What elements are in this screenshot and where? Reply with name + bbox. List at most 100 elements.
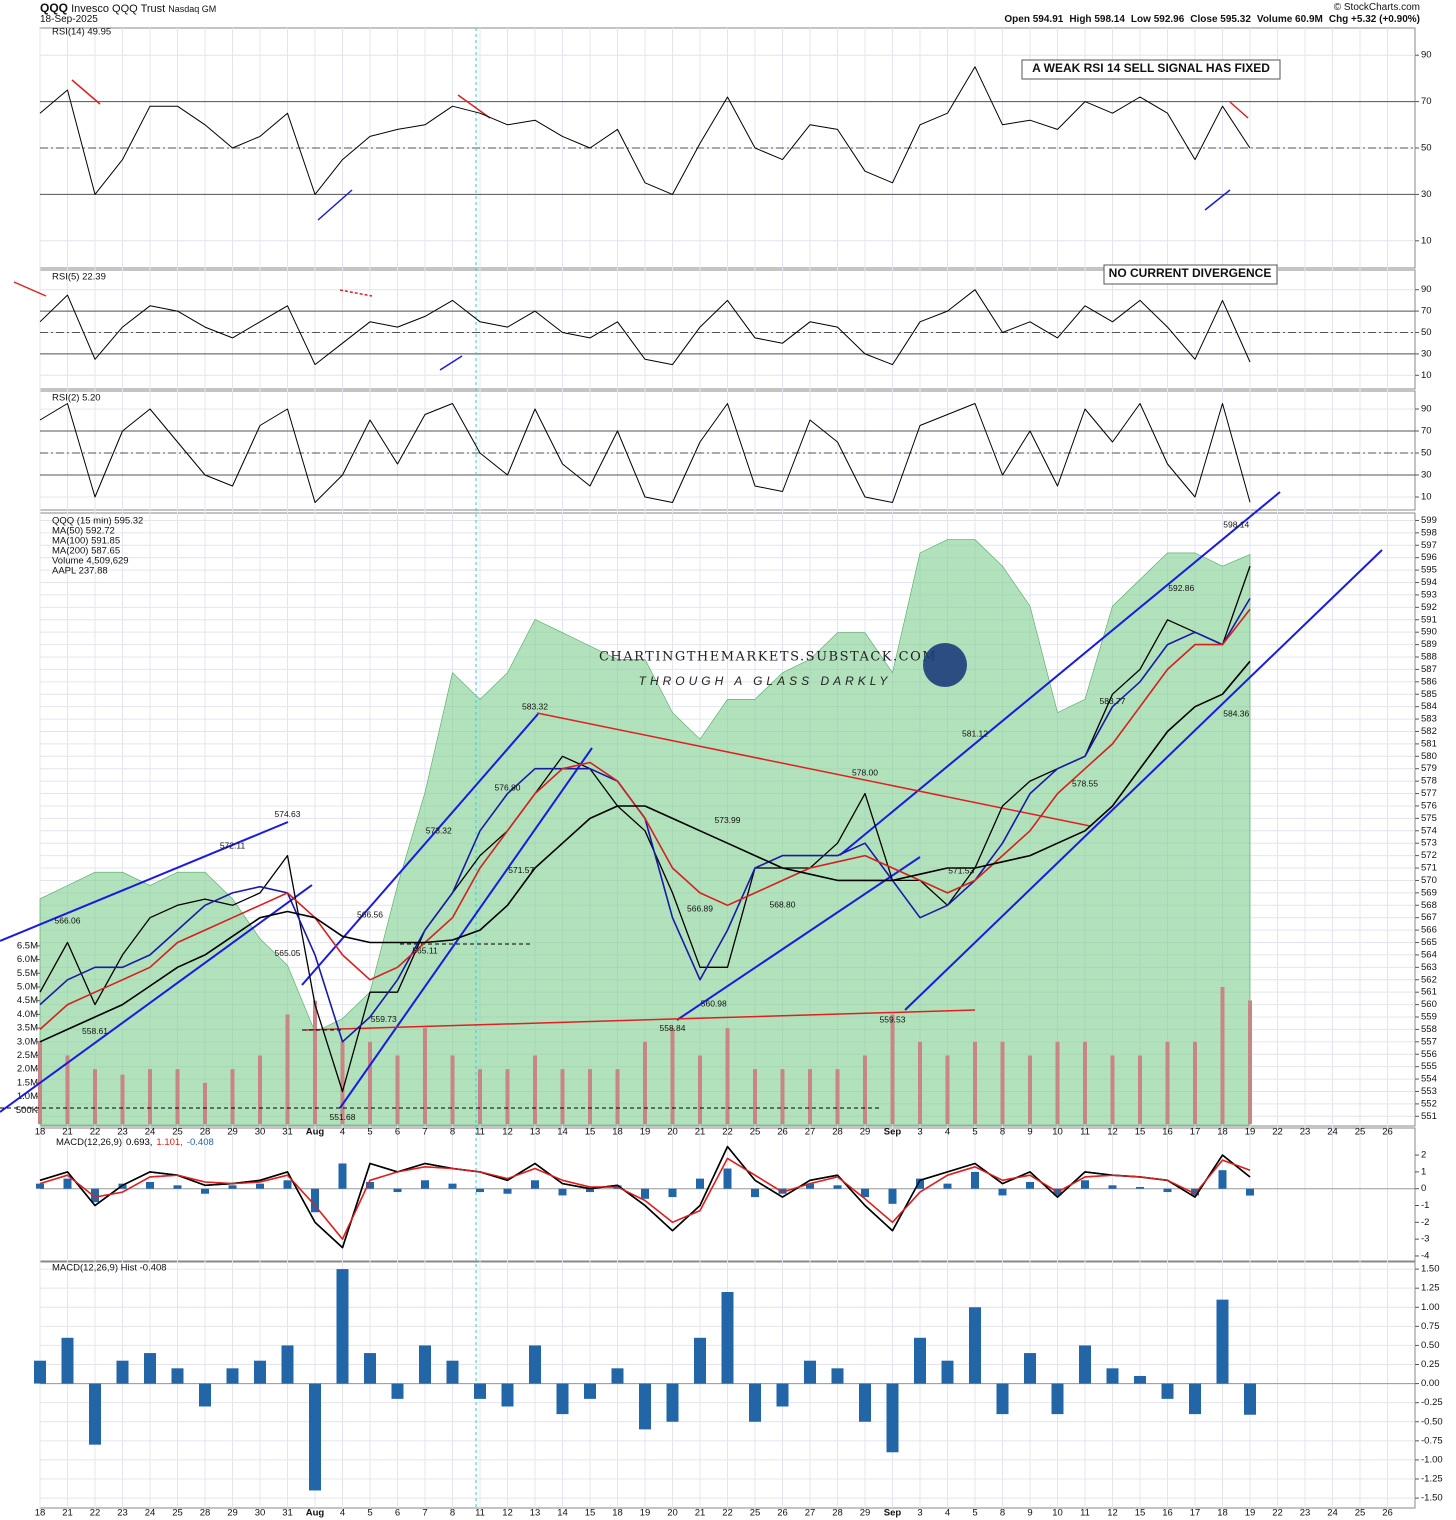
x-tick-label: 16	[1162, 1127, 1173, 1138]
bar	[1220, 987, 1225, 1124]
y-tick-label: 0.50	[1421, 1340, 1440, 1351]
y-tick-label: 578	[1421, 776, 1437, 787]
quote-item: Open 594.91	[1004, 14, 1064, 25]
y-tick-label: -0.50	[1421, 1416, 1443, 1427]
quote: Open 594.91 High 598.14 Low 592.96 Close 59…	[998, 14, 1420, 25]
price-label: 559.73	[371, 1014, 397, 1024]
volume-tick-label: 1.5M	[17, 1077, 38, 1088]
bar	[505, 1069, 510, 1124]
trend-line	[536, 712, 1091, 827]
y-tick-label: 70	[1421, 306, 1432, 317]
y-tick-label: 563	[1421, 962, 1437, 973]
bar	[639, 1383, 651, 1430]
bar	[1163, 1188, 1172, 1193]
bar	[914, 1337, 926, 1384]
bar	[89, 1383, 101, 1445]
bar	[421, 1180, 429, 1189]
bar	[34, 1360, 46, 1384]
panel-title: RSI(5) 22.39	[52, 272, 106, 283]
bar	[1024, 1353, 1036, 1384]
x-tick-label: 29	[860, 1508, 871, 1519]
bar	[36, 1183, 44, 1189]
x-tick-label: 8	[450, 1508, 455, 1519]
bar	[201, 1188, 209, 1194]
exchange: Nasdaq GM	[168, 4, 217, 14]
bar	[203, 1082, 207, 1124]
x-tick-label: 11	[1080, 1508, 1090, 1519]
x-tick-label: 7	[422, 1508, 427, 1519]
y-tick-label: -1.50	[1421, 1493, 1443, 1504]
x-tick-label: 11	[475, 1508, 485, 1519]
bar	[281, 1345, 294, 1384]
volume-tick-label: 3.5M	[17, 1023, 38, 1034]
y-tick-label: 585	[1421, 689, 1437, 700]
quote-item: Close 595.32	[1190, 14, 1251, 25]
annotation: A WEAK RSI 14 SELL SIGNAL HAS FIXED	[1032, 61, 1270, 75]
bar	[285, 1014, 290, 1124]
legend-entry: MA(100) 591.85	[52, 536, 120, 547]
bar	[696, 1178, 704, 1189]
bar	[888, 1188, 897, 1204]
bar	[969, 1307, 981, 1384]
x-tick-label: 5	[972, 1508, 977, 1519]
y-tick-label: 576	[1421, 800, 1437, 811]
x-tick-label: 21	[62, 1508, 73, 1519]
y-tick-label: 590	[1421, 627, 1437, 638]
x-tick-label: 15	[1135, 1508, 1146, 1519]
x-tick-label: 28	[200, 1508, 211, 1519]
x-tick-label: 19	[1245, 1127, 1256, 1138]
bar	[886, 1383, 899, 1453]
legend-entry: QQQ (15 min) 595.32	[52, 516, 143, 527]
panel-title: RSI(2) 5.20	[52, 393, 101, 404]
price-label: 571.57	[508, 865, 534, 875]
x-tick-label: 30	[255, 1127, 266, 1138]
bar	[556, 1383, 569, 1415]
x-tick-label: 5	[367, 1508, 372, 1519]
quote-item: High 598.14	[1069, 14, 1125, 25]
price-label: 573.99	[715, 815, 741, 825]
y-tick-label: 584	[1421, 701, 1437, 712]
x-tick-label: 6	[395, 1508, 400, 1519]
bar	[148, 1069, 152, 1124]
bar	[446, 1360, 459, 1384]
y-tick-label: -0.75	[1421, 1435, 1443, 1446]
x-tick-label: 31	[282, 1127, 293, 1138]
x-tick-label: 7	[422, 1127, 427, 1138]
price-label: 566.89	[687, 903, 713, 913]
bar	[391, 1383, 404, 1399]
x-tick-label: 17	[1190, 1508, 1201, 1519]
y-tick-label: -0.25	[1421, 1397, 1443, 1408]
y-tick-label: 582	[1421, 726, 1437, 737]
line	[39, 403, 1251, 503]
bar	[368, 1041, 372, 1124]
x-tick-label: 27	[805, 1508, 816, 1519]
date: 18-Sep-2025	[40, 14, 98, 25]
bar	[694, 1337, 706, 1384]
volume-tick-label: 6.0M	[17, 954, 38, 965]
bar	[478, 1069, 482, 1124]
bar	[116, 1360, 129, 1384]
y-tick-label: 587	[1421, 664, 1437, 675]
credit: © StockCharts.com	[1333, 2, 1420, 13]
x-tick-label: 21	[695, 1127, 706, 1138]
y-tick-label: 2	[1421, 1150, 1426, 1161]
x-tick-label: 5	[367, 1127, 372, 1138]
bar	[503, 1188, 512, 1194]
x-tick-label: 24	[145, 1127, 156, 1138]
price-label: 565.05	[275, 948, 301, 958]
y-tick-label: 30	[1421, 348, 1432, 359]
y-tick-label: 579	[1421, 763, 1437, 774]
y-tick-label: 30	[1421, 189, 1432, 200]
y-tick-label: 557	[1421, 1036, 1437, 1047]
bar	[1189, 1383, 1201, 1415]
bar	[1246, 1188, 1254, 1196]
x-tick-label: 4	[340, 1508, 345, 1519]
bar	[118, 1183, 127, 1189]
y-tick-label: 594	[1421, 577, 1437, 588]
volume-tick-label: 2.0M	[17, 1064, 38, 1075]
x-tick-label: 22	[90, 1508, 101, 1519]
y-tick-label: -3	[1421, 1234, 1429, 1245]
bar	[1193, 1041, 1197, 1124]
y-tick-label: 552	[1421, 1098, 1437, 1109]
price-label: 574.63	[275, 809, 301, 819]
